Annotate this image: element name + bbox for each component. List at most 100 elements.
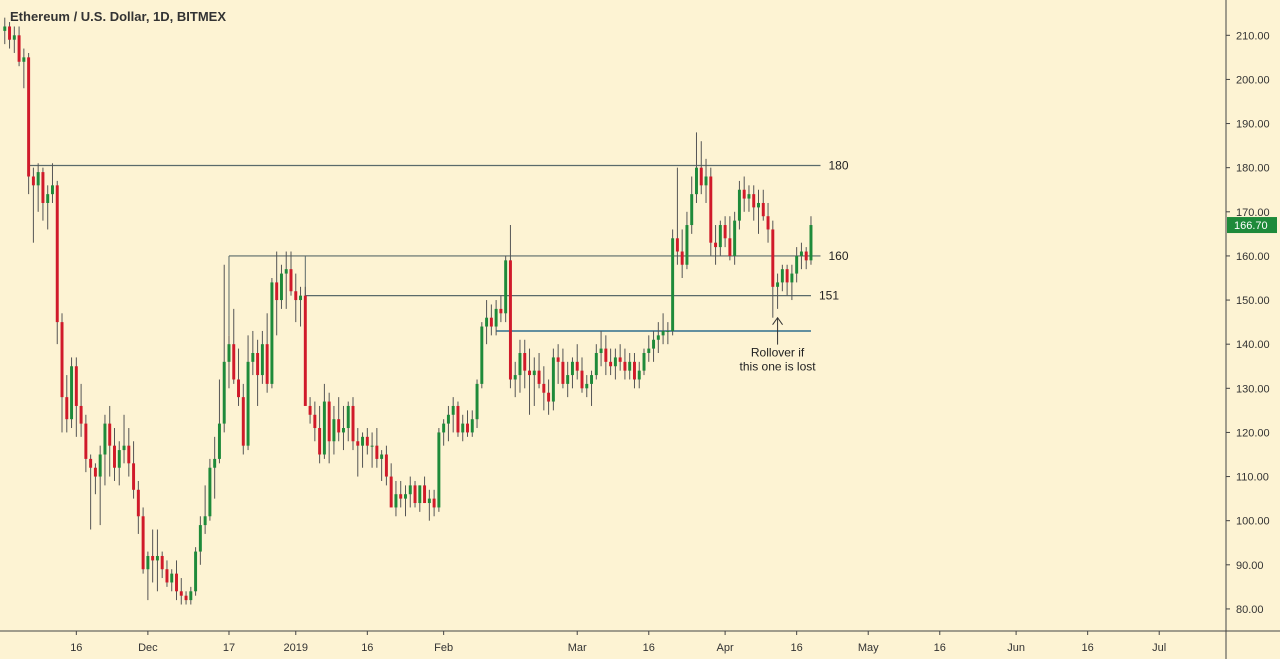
candle-up: [494, 308, 498, 327]
candle-up: [322, 401, 326, 455]
candle-up: [341, 428, 345, 433]
candle-up: [628, 361, 632, 371]
candle-down: [723, 225, 727, 239]
candle-up: [227, 344, 231, 362]
candle-down: [89, 458, 93, 468]
time-tick-label: 16: [1082, 642, 1094, 654]
price-tick-label: 100.00: [1236, 516, 1270, 528]
candle-down: [604, 348, 608, 362]
candle-up: [551, 357, 555, 402]
price-tick-label: 180.00: [1236, 163, 1270, 175]
candle-down: [508, 260, 512, 380]
candle-down: [699, 167, 703, 186]
annotation-arrow-head: [772, 316, 783, 325]
candle-down: [136, 489, 140, 517]
candle-up: [213, 458, 217, 468]
candle-down: [752, 194, 756, 208]
candle-up: [370, 445, 374, 447]
candle-down: [423, 485, 427, 504]
candle-up: [661, 330, 665, 336]
candle-up: [599, 348, 603, 354]
candle-down: [356, 441, 360, 446]
candle-down: [165, 569, 169, 583]
candle-down: [303, 295, 307, 406]
time-tick-label: Mar: [568, 642, 587, 654]
candle-down: [542, 383, 546, 393]
candle-down: [556, 357, 560, 362]
candle-up: [737, 189, 741, 221]
level-label: 160: [829, 249, 849, 263]
candle-down: [804, 251, 808, 261]
candle-up: [513, 375, 517, 380]
candle-up: [504, 260, 508, 314]
candle-down: [8, 26, 12, 40]
level-label: 180: [829, 158, 849, 172]
candle-down: [580, 370, 584, 389]
candle-up: [98, 454, 102, 477]
candle-up: [155, 555, 159, 561]
candle-up: [217, 423, 221, 459]
candle-up: [451, 405, 455, 415]
time-tick-label: 16: [361, 642, 373, 654]
candle-up: [704, 176, 708, 186]
candle-down: [289, 269, 293, 292]
price-tick-label: 200.00: [1236, 74, 1270, 86]
candle-down: [151, 555, 155, 561]
candle-down: [127, 445, 131, 464]
candle-up: [790, 273, 794, 283]
candle-up: [585, 383, 589, 389]
time-tick-label: 16: [791, 642, 803, 654]
candle-down: [528, 370, 531, 376]
candle-down: [742, 189, 746, 199]
candle-down: [256, 353, 260, 376]
candle-up: [795, 255, 799, 274]
candle-down: [714, 242, 718, 248]
candle-down: [761, 202, 765, 217]
candle-down: [232, 344, 236, 380]
time-tick-label: 17: [223, 642, 235, 654]
candle-up: [652, 339, 656, 349]
candle-down: [41, 172, 45, 203]
chart-title: Ethereum / U.S. Dollar, 1D, BITMEX: [10, 9, 226, 24]
candle-up: [380, 454, 384, 459]
candle-down: [609, 361, 613, 367]
candle-down: [389, 476, 393, 508]
candle-up: [332, 419, 336, 442]
candle-up: [194, 551, 198, 592]
candle-up: [695, 167, 698, 195]
candle-down: [31, 176, 35, 186]
candle-up: [251, 353, 255, 362]
candle-down: [632, 361, 636, 380]
candle-up: [408, 485, 412, 495]
candle-down: [313, 414, 317, 429]
candle-down: [175, 573, 178, 592]
candle-up: [270, 282, 274, 384]
candle-down: [399, 494, 403, 499]
candle-down: [709, 176, 713, 243]
candle-down: [17, 35, 21, 62]
candle-down: [55, 185, 59, 323]
time-tick-label: 16: [643, 642, 655, 654]
candle-down: [132, 463, 136, 490]
candle-up: [518, 353, 522, 376]
candle-up: [36, 172, 40, 186]
time-tick-label: 2019: [284, 642, 308, 654]
candle-down: [771, 229, 775, 287]
candle-up: [642, 353, 646, 371]
time-tick-label: Dec: [138, 642, 158, 654]
candle-up: [613, 357, 617, 367]
candle-down: [766, 216, 770, 230]
candle-up: [346, 405, 350, 429]
price-tick-label: 160.00: [1236, 251, 1270, 263]
candle-down: [160, 555, 164, 570]
candle-down: [456, 405, 460, 433]
last-price-badge: [1227, 217, 1277, 234]
candle-up: [22, 57, 26, 62]
candle-down: [547, 392, 551, 402]
candle-down: [93, 467, 97, 477]
candle-down: [237, 379, 241, 398]
candle-up: [780, 269, 784, 283]
